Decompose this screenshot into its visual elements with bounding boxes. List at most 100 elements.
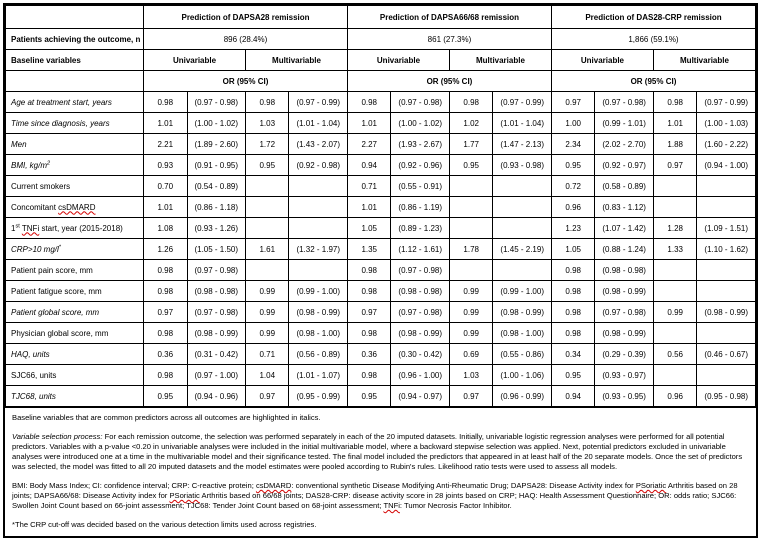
empty-label-cell — [4, 70, 145, 92]
ci-value: (0.98 - 0.99) — [696, 301, 756, 323]
footnote-text: : conventional synthetic Disease Modifyi… — [291, 481, 636, 491]
or-value: 0.69 — [448, 343, 494, 365]
or-value: 0.98 — [346, 91, 392, 113]
ci-value: (1.10 - 1.62) — [696, 238, 756, 260]
or-value: 0.98 — [346, 280, 392, 302]
or-value: 2.34 — [550, 133, 596, 155]
ci-value: (0.97 - 0.98) — [186, 91, 246, 113]
or-value: 0.99 — [652, 301, 698, 323]
footnote-text: BMI: Body Mass Index; CI: confidence int… — [12, 481, 256, 491]
ci-value: (0.31 - 0.42) — [186, 343, 246, 365]
row-label: HAQ, units — [4, 343, 145, 365]
ci-value: (1.01 - 1.04) — [492, 112, 552, 134]
spellcheck-flagged-word: PSoriatic — [635, 481, 667, 491]
or-value: 0.96 — [550, 196, 596, 218]
ci-value: (0.97 - 0.98) — [186, 301, 246, 323]
or-value: 1.01 — [652, 112, 698, 134]
ci-value: (1.45 - 2.19) — [492, 238, 552, 260]
row-label: CRP>10 mg/l* — [4, 238, 145, 260]
table-row: Concomitant csDMARD 1.01 (0.86 - 1.18) 1.01… — [4, 196, 756, 218]
or-value: 0.98 — [448, 91, 494, 113]
group-title-dapsa28: Prediction of DAPSA28 remission — [143, 5, 348, 29]
or-value: 0.34 — [550, 343, 596, 365]
ci-value: (0.98 - 0.98) — [390, 280, 450, 302]
table-row: Men 2.21 (1.89 - 2.60) 1.72 (1.43 - 2.07) 2.2… — [4, 133, 756, 155]
ci-value: (0.29 - 0.39) — [594, 343, 654, 365]
or-value — [448, 217, 494, 239]
or-value: 0.97 — [550, 91, 596, 113]
ci-value: (0.97 - 0.99) — [288, 91, 348, 113]
or-value: 1.35 — [346, 238, 392, 260]
table-row: TJC68, units 0.95 (0.94 - 0.96) 0.97 (0.95 -… — [4, 385, 756, 407]
or-value: 0.70 — [143, 175, 188, 197]
ci-value: (0.83 - 1.12) — [594, 196, 654, 218]
ci-value: (0.95 - 0.99) — [288, 385, 348, 407]
or-value: 1.08 — [143, 217, 188, 239]
or-ci-row: OR (95% CI) OR (95% CI) OR (95% CI) — [4, 70, 757, 92]
outcome-n-row: Patients achieving the outcome, n (%) 89… — [4, 28, 757, 50]
or-value — [652, 364, 698, 386]
or-value: 0.98 — [346, 259, 392, 281]
ci-value: (0.92 - 0.96) — [390, 154, 450, 176]
ci-value: (0.88 - 1.24) — [594, 238, 654, 260]
outcome-n-dapsa28: 896 (28.4%) — [143, 28, 348, 50]
or-value — [244, 196, 290, 218]
or-value — [244, 217, 290, 239]
group-title-das28crp: Prediction of DAS28-CRP remission — [550, 5, 757, 29]
or-value — [244, 175, 290, 197]
or-value: 1.23 — [550, 217, 596, 239]
or-value: 0.36 — [143, 343, 188, 365]
or-value: 0.98 — [652, 91, 698, 113]
outcome-n-das28crp: 1,866 (59.1%) — [550, 28, 757, 50]
or-value — [652, 196, 698, 218]
footnote-selection-body: For each remission outcome, the selectio… — [12, 432, 743, 472]
or-value: 0.98 — [143, 364, 188, 386]
table-row: Age at treatment start, years 0.98 (0.97 -… — [4, 91, 756, 113]
ci-value — [492, 259, 552, 281]
table-row: Patient pain score, mm 0.98 (0.97 - 0.98) 0… — [4, 259, 756, 281]
ci-value: (0.93 - 0.95) — [594, 385, 654, 407]
multivariable-header: Multivariable — [448, 49, 552, 71]
model-type-row: Baseline variables Univariable Multivari… — [4, 49, 757, 71]
footnote-selection-lead: Variable selection process: — [12, 432, 103, 442]
ci-value: (0.98 - 0.98) — [594, 259, 654, 281]
or-value: 0.97 — [652, 154, 698, 176]
or-value: 0.95 — [244, 154, 290, 176]
ci-value: (0.98 - 0.99) — [186, 322, 246, 344]
ci-value: (0.93 - 0.98) — [492, 154, 552, 176]
group-title-dapsa6668: Prediction of DAPSA66/68 remission — [346, 5, 552, 29]
ci-value: (1.00 - 1.06) — [492, 364, 552, 386]
ci-value: (0.97 - 0.98) — [186, 259, 246, 281]
table-frame: Prediction of DAPSA28 remission Predicti… — [3, 3, 758, 538]
ci-value — [288, 175, 348, 197]
or-value: 0.98 — [346, 364, 392, 386]
or-value: 0.96 — [652, 385, 698, 407]
ci-value: (1.00 - 1.02) — [390, 112, 450, 134]
or-value: 0.71 — [346, 175, 392, 197]
ci-value — [288, 259, 348, 281]
ci-value: (0.58 - 0.89) — [594, 175, 654, 197]
or-value: 0.95 — [143, 385, 188, 407]
ci-value: (0.98 - 0.99) — [288, 301, 348, 323]
footnote-text: Arthritis based on 66/68 joints; DAS28-C… — [12, 491, 737, 511]
row-label: Age at treatment start, years — [4, 91, 145, 113]
empty-corner-cell — [4, 5, 145, 29]
or-value: 0.98 — [550, 322, 596, 344]
ci-value: (0.97 - 0.98) — [390, 301, 450, 323]
or-value: 0.99 — [448, 322, 494, 344]
ci-value: (0.97 - 0.98) — [390, 259, 450, 281]
footnote-abbreviations: BMI: Body Mass Index; CI: confidence int… — [12, 481, 749, 511]
row-label: Patient global score, mm — [4, 301, 145, 323]
ci-value: (1.43 - 2.07) — [288, 133, 348, 155]
ci-value: (0.98 - 1.00) — [492, 322, 552, 344]
or-value — [448, 259, 494, 281]
ci-value: (2.02 - 2.70) — [594, 133, 654, 155]
row-label: BMI, kg/m2 — [4, 154, 145, 176]
ci-value — [696, 196, 756, 218]
or-value: 1.61 — [244, 238, 290, 260]
or-value: 1.28 — [652, 217, 698, 239]
table-row: Patient global score, mm 0.97 (0.97 - 0.98… — [4, 301, 756, 323]
or-value: 0.98 — [143, 280, 188, 302]
ci-value: (0.96 - 1.00) — [390, 364, 450, 386]
or-value: 1.05 — [346, 217, 392, 239]
